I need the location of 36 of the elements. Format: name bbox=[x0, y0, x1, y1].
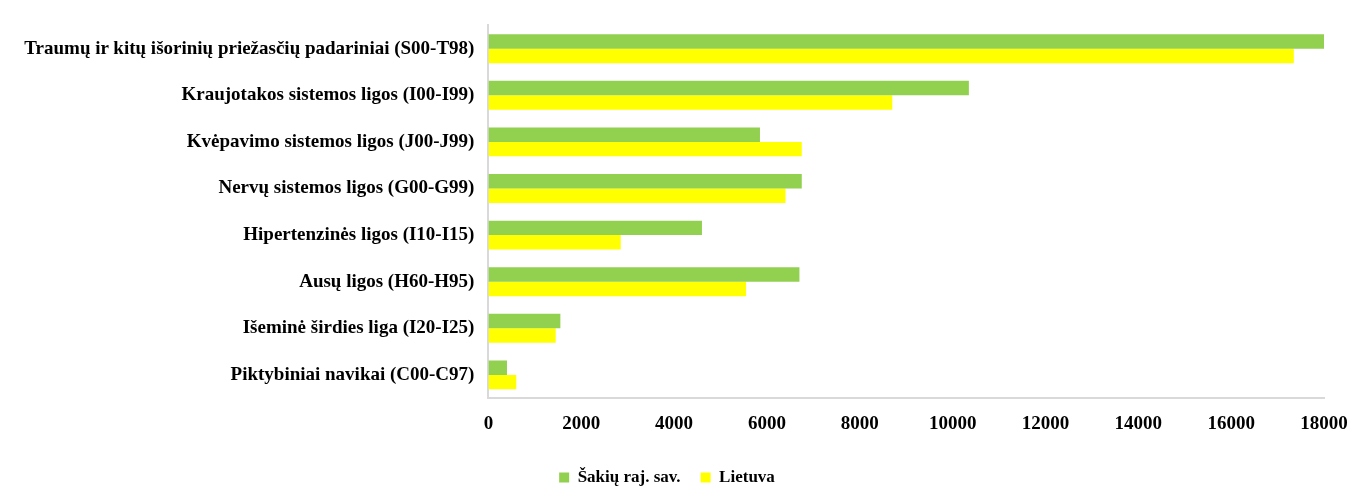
bar bbox=[488, 95, 893, 110]
x-tick-label: 8000 bbox=[840, 411, 879, 433]
bar bbox=[488, 80, 969, 96]
y-tick-label: Kraujotakos sistemos ligos (I00-I99) bbox=[181, 83, 475, 106]
y-tick-label: Ausų ligos (H60-H95) bbox=[299, 269, 475, 292]
y-tick-label: Piktybiniai navikai (C00-C97) bbox=[230, 362, 475, 385]
bar bbox=[488, 174, 802, 189]
bar bbox=[488, 328, 556, 343]
bar bbox=[488, 127, 760, 142]
x-tick-label: 6000 bbox=[747, 411, 786, 433]
y-tick-label: Nervų sistemos ligos (G00-G99) bbox=[218, 176, 475, 199]
x-tick-label: 0 bbox=[483, 411, 494, 433]
bar bbox=[488, 141, 802, 157]
legend-label: Šakių raj. sav. bbox=[577, 466, 681, 486]
legend-label: Lietuva bbox=[719, 466, 776, 486]
bar bbox=[488, 313, 561, 329]
bar bbox=[488, 374, 517, 390]
x-tick-label: 14000 bbox=[1114, 411, 1163, 433]
x-tick-label: 2000 bbox=[562, 411, 601, 433]
x-tick-label: 12000 bbox=[1021, 411, 1070, 433]
bar bbox=[488, 220, 702, 236]
x-tick-label: 16000 bbox=[1207, 411, 1255, 433]
x-tick-label: 4000 bbox=[655, 411, 694, 433]
y-tick-label: Traumų ir kitų išorinių priežasčių padariniai (S00-T98) bbox=[24, 36, 475, 59]
y-tick-label: Hipertenzinės ligos (I10-I15) bbox=[243, 223, 475, 246]
bar bbox=[488, 281, 747, 297]
bar bbox=[488, 235, 621, 250]
bar bbox=[488, 267, 800, 282]
bar bbox=[488, 360, 507, 375]
y-tick-label: Kvėpavimo sistemos ligos (J00-J99) bbox=[186, 129, 475, 152]
y-tick-label: Išeminė širdies liga (I20-I25) bbox=[242, 316, 475, 339]
bar bbox=[488, 34, 1324, 49]
bar bbox=[488, 188, 786, 203]
bar bbox=[488, 48, 1294, 64]
x-tick-label: 10000 bbox=[928, 411, 977, 433]
x-tick-label: 18000 bbox=[1300, 411, 1348, 433]
